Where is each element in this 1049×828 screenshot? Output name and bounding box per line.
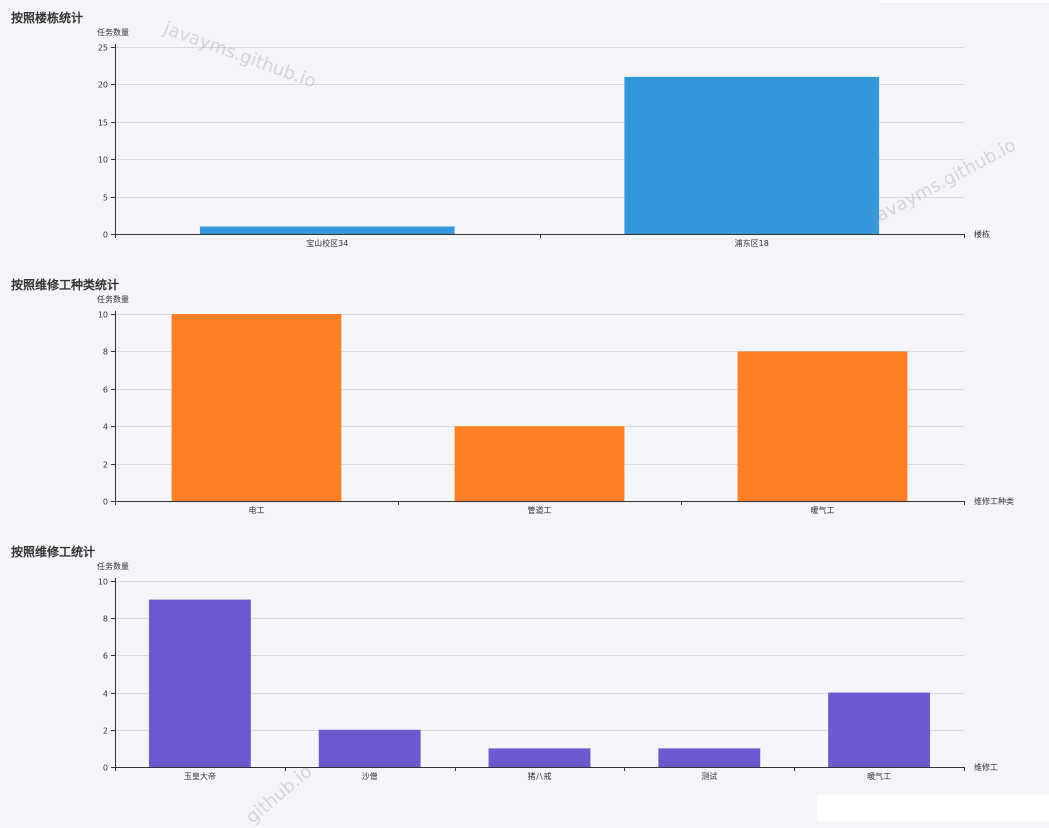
x-axis-name: 维修工 (974, 762, 998, 772)
x-tick-label: 浦东区18 (735, 238, 769, 248)
x-tick-label: 测试 (701, 771, 717, 781)
y-tick-label: 0 (103, 231, 108, 240)
y-tick-label: 2 (103, 461, 108, 470)
x-tick-label: 宝山校区34 (306, 238, 348, 248)
y-tick-label: 4 (103, 690, 108, 699)
x-tick-label: 管道工 (528, 505, 552, 515)
y-tick-label: 15 (98, 119, 108, 128)
x-tick-label: 电工 (249, 505, 265, 515)
corner-patch-bottom (817, 795, 1049, 821)
y-tick-label: 0 (103, 498, 108, 507)
y-axis-name: 任务数量 (97, 561, 129, 571)
bar-1 (454, 426, 625, 501)
bar-3 (658, 748, 761, 767)
y-axis-name: 任务数量 (97, 294, 129, 304)
x-axis-name: 维修工种类 (974, 496, 1014, 506)
section-title-worker: 按照维修工统计 (11, 545, 96, 559)
y-tick-label: 6 (103, 386, 108, 395)
x-axis-name: 楼栋 (974, 229, 990, 239)
y-axis-name: 任务数量 (97, 27, 129, 37)
y-tick-label: 10 (98, 311, 108, 320)
y-tick-label: 8 (103, 615, 108, 624)
section-title-worker-type: 按照维修工种类统计 (11, 278, 120, 292)
x-tick-label: 沙僧 (362, 771, 378, 781)
bar-0 (148, 599, 251, 767)
y-tick-label: 10 (98, 578, 108, 587)
bar-1 (624, 76, 880, 234)
y-tick-label: 2 (103, 727, 108, 736)
bar-2 (488, 748, 591, 767)
y-tick-label: 0 (103, 764, 108, 773)
x-tick-label: 暖气工 (811, 505, 835, 515)
bar-1 (318, 729, 421, 767)
x-tick-label: 暖气工 (867, 771, 891, 781)
y-tick-label: 10 (98, 156, 108, 165)
y-tick-label: 20 (98, 81, 108, 90)
bar-0 (199, 226, 455, 234)
y-tick-label: 4 (103, 423, 108, 432)
y-tick-label: 6 (103, 652, 108, 661)
bar-4 (828, 692, 931, 767)
section-title-building: 按照楼栋统计 (11, 11, 84, 25)
x-tick-label: 玉皇大帝 (184, 771, 216, 781)
bar-2 (737, 351, 908, 501)
corner-patch (879, 0, 1049, 3)
y-tick-label: 25 (98, 44, 108, 53)
x-tick-label: 猪八戒 (528, 771, 552, 781)
y-tick-label: 8 (103, 348, 108, 357)
bar-0 (171, 314, 342, 501)
y-tick-label: 5 (103, 194, 108, 203)
